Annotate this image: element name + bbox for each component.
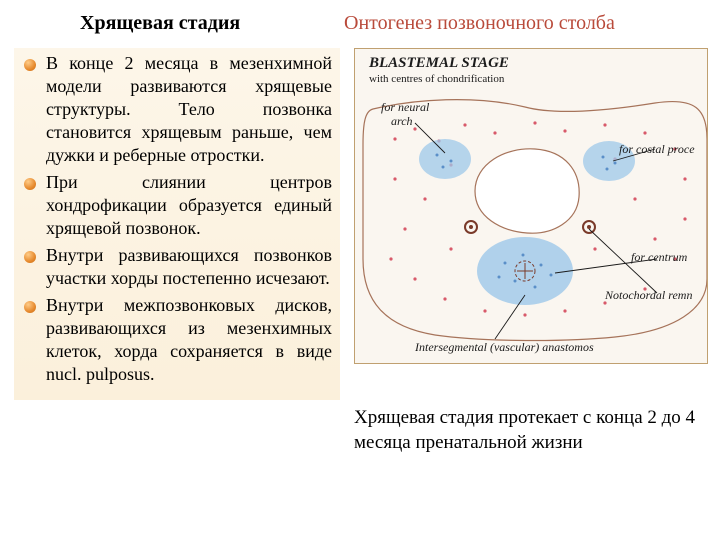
title-right: Онтогенез позвоночного столба bbox=[344, 12, 615, 35]
bullet-icon bbox=[24, 59, 36, 71]
label-neural: for neural bbox=[381, 100, 430, 114]
svg-text:arch: arch bbox=[391, 114, 413, 128]
slide: Хрящевая стадия Онтогенез позвоночного с… bbox=[0, 0, 720, 540]
bullet-text: Внутри межпозвонковых дисков, развивающи… bbox=[46, 294, 332, 386]
list-item: При слиянии центров хондрофикации образу… bbox=[20, 171, 332, 240]
bullet-icon bbox=[24, 301, 36, 313]
label-costal: for costal proce bbox=[619, 142, 695, 156]
figure-title: BLASTEMAL STAGE bbox=[369, 55, 509, 72]
figure-svg: for neural arch for costal proce for cen… bbox=[355, 49, 708, 364]
title-left: Хрящевая стадия bbox=[80, 12, 240, 35]
list-item: Внутри межпозвонковых дисков, развивающи… bbox=[20, 294, 332, 386]
label-centrum: for centrum bbox=[631, 250, 688, 264]
list-item: В конце 2 месяца в мезенхимной модели ра… bbox=[20, 52, 332, 167]
bullet-text: В конце 2 месяца в мезенхимной модели ра… bbox=[46, 52, 332, 167]
figure-subtitle: with centres of chondrification bbox=[369, 73, 504, 85]
list-item: Внутри развивающихся позвонков участки х… bbox=[20, 244, 332, 290]
bullet-icon bbox=[24, 251, 36, 263]
bullet-icon bbox=[24, 178, 36, 190]
bullet-list: В конце 2 месяца в мезенхимной модели ра… bbox=[14, 48, 340, 400]
label-anastomosis: Intersegmental (vascular) anastomos bbox=[414, 340, 594, 354]
label-notochord: Notochordal remn bbox=[604, 288, 692, 302]
bullet-text: При слиянии центров хондрофикации образу… bbox=[46, 171, 332, 240]
bullet-text: Внутри развивающихся позвонков участки х… bbox=[46, 244, 332, 290]
caption: Хрящевая стадия протекает с конца 2 до 4… bbox=[354, 406, 704, 455]
figure: BLASTEMAL STAGE with centres of chondrif… bbox=[354, 48, 708, 364]
